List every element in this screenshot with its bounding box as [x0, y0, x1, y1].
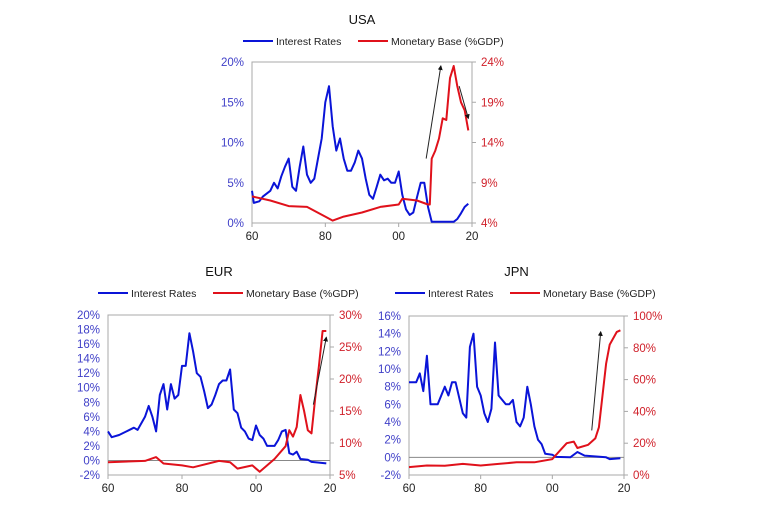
- y-right-tick-label: 4%: [481, 218, 498, 230]
- y-right-tick-label: 30%: [339, 310, 362, 322]
- plot-area: [408, 315, 625, 476]
- chart-title: JPN: [504, 264, 529, 279]
- series-interest-rates: [409, 332, 621, 461]
- legend-label-monetary-base: Monetary Base (%GDP): [246, 288, 359, 300]
- y-left-tick-label: 0%: [83, 455, 100, 467]
- x-tick-label: 80: [474, 483, 487, 495]
- chart-title: EUR: [205, 264, 232, 279]
- y-left-tick-label: 16%: [77, 339, 100, 351]
- y-right-tick-label: 100%: [633, 311, 662, 323]
- y-left-tick-label: 12%: [378, 346, 401, 358]
- y-left-tick-label: 6%: [83, 412, 100, 424]
- y-left-tick-label: 12%: [77, 368, 100, 380]
- y-left-tick-label: 20%: [221, 57, 244, 69]
- y-right-tick-label: 20%: [339, 374, 362, 386]
- legend-label-interest-rates: Interest Rates: [276, 36, 341, 48]
- y-left-tick-label: 0%: [227, 218, 244, 230]
- y-left-tick-label: 14%: [77, 354, 100, 366]
- y-left-tick-label: 0%: [384, 452, 401, 464]
- y-right-tick-label: 10%: [339, 438, 362, 450]
- x-tick-label: 00: [250, 483, 263, 495]
- y-left-tick-label: -2%: [381, 470, 401, 482]
- chart-title: USA: [349, 12, 376, 27]
- y-right-tick-label: 60%: [633, 375, 656, 387]
- x-tick-label: 00: [546, 483, 559, 495]
- series-monetary-base: [408, 329, 621, 469]
- y-left-tick-label: 10%: [221, 138, 244, 150]
- y-left-tick-label: 10%: [378, 364, 401, 376]
- x-tick-label: 20: [324, 483, 337, 495]
- y-left-tick-label: 6%: [384, 399, 401, 411]
- y-right-tick-label: 24%: [481, 57, 504, 69]
- y-left-tick-label: -2%: [80, 470, 100, 482]
- chart-jpn: JPN Interest Rates Monetary Base (%GDP) 60 8…: [378, 264, 662, 495]
- x-tick-label: 60: [102, 483, 115, 495]
- x-tick-label: 80: [319, 231, 332, 243]
- y-right-tick-label: 0%: [633, 470, 650, 482]
- y-left-tick-label: 15%: [221, 97, 244, 109]
- legend-label-interest-rates: Interest Rates: [428, 288, 493, 300]
- y-left-tick-label: 4%: [83, 426, 100, 438]
- y-left-tick-label: 8%: [83, 397, 100, 409]
- x-tick-label: 20: [618, 483, 631, 495]
- legend-label-monetary-base: Monetary Base (%GDP): [543, 288, 656, 300]
- series-interest-rates: [251, 85, 469, 223]
- y-left-tick-label: 5%: [227, 178, 244, 190]
- y-left-tick-label: 2%: [384, 435, 401, 447]
- legend-label-monetary-base: Monetary Base (%GDP): [391, 36, 504, 48]
- y-left-tick-label: 16%: [378, 311, 401, 323]
- y-left-tick-label: 10%: [77, 383, 100, 395]
- y-left-tick-label: 2%: [83, 441, 100, 453]
- y-right-tick-label: 25%: [339, 342, 362, 354]
- x-tick-label: 60: [403, 483, 416, 495]
- trend-arrow: [458, 86, 470, 120]
- y-right-tick-label: 9%: [481, 178, 498, 190]
- y-right-tick-label: 14%: [481, 138, 504, 150]
- chart-usa: USA Interest Rates Monetary Base (%GDP) 60 8…: [221, 12, 504, 243]
- trend-arrow: [425, 65, 443, 159]
- y-right-tick-label: 5%: [339, 470, 356, 482]
- x-tick-label: 20: [466, 231, 479, 243]
- trend-arrow: [312, 336, 328, 405]
- plot-area: [107, 314, 331, 476]
- series-monetary-base: [251, 65, 470, 222]
- x-tick-label: 00: [392, 231, 405, 243]
- chart-eur: EUR Interest Rates Monetary Base (%GDP) 60 8…: [77, 264, 362, 495]
- y-left-tick-label: 18%: [77, 325, 100, 337]
- y-right-tick-label: 19%: [481, 97, 504, 109]
- trend-arrow: [591, 330, 603, 431]
- y-left-tick-label: 14%: [378, 329, 401, 341]
- plot-area: [251, 61, 473, 224]
- y-left-tick-label: 20%: [77, 310, 100, 322]
- x-tick-label: 60: [246, 231, 259, 243]
- x-tick-label: 80: [176, 483, 189, 495]
- y-right-tick-label: 40%: [633, 406, 656, 418]
- series-interest-rates: [107, 332, 327, 465]
- y-right-tick-label: 20%: [633, 438, 656, 450]
- series-monetary-base: [107, 330, 327, 473]
- y-right-tick-label: 15%: [339, 406, 362, 418]
- y-left-tick-label: 4%: [384, 417, 401, 429]
- y-right-tick-label: 80%: [633, 343, 656, 355]
- y-left-tick-label: 8%: [384, 382, 401, 394]
- legend-label-interest-rates: Interest Rates: [131, 288, 196, 300]
